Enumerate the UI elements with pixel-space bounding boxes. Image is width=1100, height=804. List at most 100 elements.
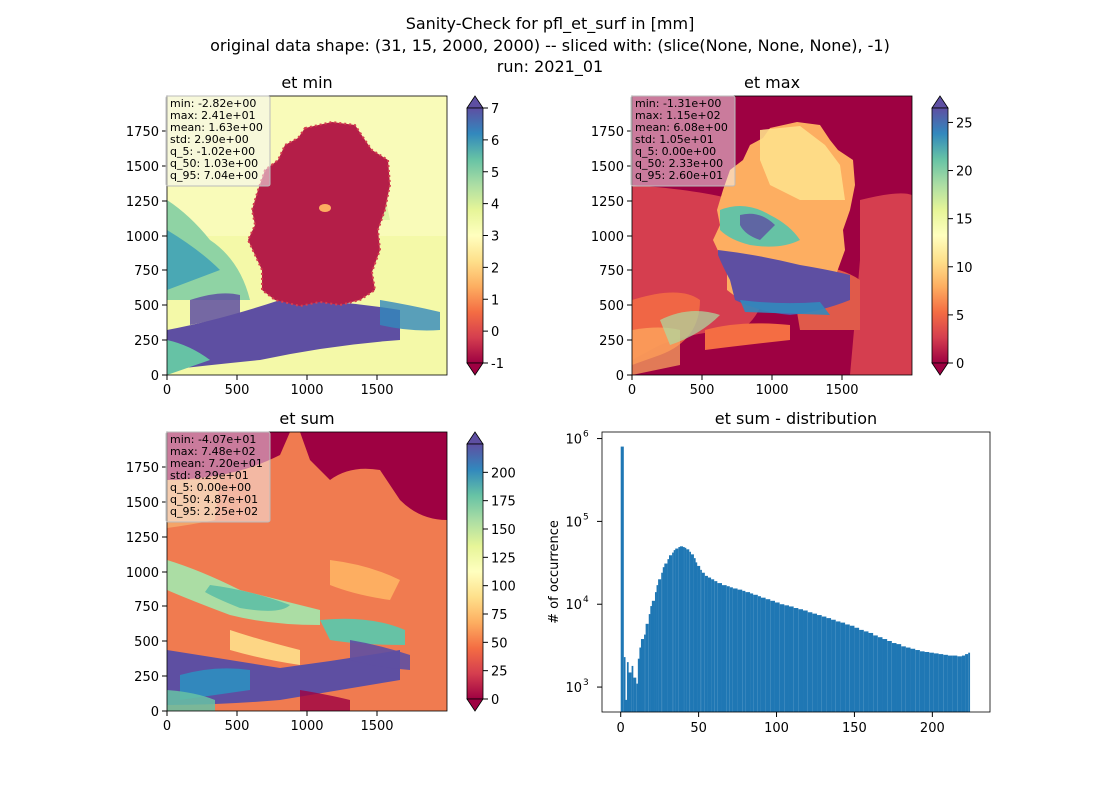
- histogram-bar: [623, 657, 626, 712]
- panel-et-min: et min 0 500 1000 1500 0 250 500 750: [126, 73, 504, 398]
- histogram-bar: [757, 596, 761, 712]
- x-tick-label: 150: [842, 721, 867, 736]
- colorbar-tick-label: 50: [491, 636, 508, 651]
- x-tick-500: 500: [225, 383, 250, 398]
- histogram-bar: [637, 658, 640, 712]
- histogram-bar: [675, 548, 679, 712]
- x-tick-label: 50: [690, 721, 707, 736]
- histogram-bar: [654, 592, 657, 712]
- colorbar-tick-label: 0: [491, 325, 499, 340]
- colorbar-tick-label: 0: [956, 357, 964, 372]
- y-tick-250: 250: [134, 670, 159, 685]
- histogram-bar: [952, 655, 958, 712]
- colorbar-tick-label: 15: [956, 213, 973, 228]
- colorbar-tick-label: 25: [491, 665, 508, 680]
- histogram-bar: [947, 655, 953, 712]
- histogram-bar: [644, 634, 646, 712]
- histogram-bar: [673, 550, 676, 712]
- stats-box: min: -4.07e+01 max: 7.48e+02 mean: 7.20e…: [165, 431, 271, 523]
- heatmap-image: [167, 96, 447, 375]
- histogram-bar: [658, 579, 662, 712]
- colorbar-tick-label: 125: [491, 551, 516, 566]
- y-tick-exponent: 6: [583, 430, 589, 440]
- stat-line: max: 7.48e+02: [170, 445, 256, 458]
- histogram-bar: [882, 639, 888, 712]
- panel-et-max: et max 0 500 1000 1500 0 250: [591, 73, 973, 398]
- histogram-bar: [672, 552, 674, 712]
- colorbar-ticks: 0 5 10 15 20 25: [948, 116, 973, 372]
- x-tick-500: 500: [225, 719, 250, 734]
- y-tick-0: 0: [151, 705, 159, 720]
- histogram-bar: [704, 575, 708, 712]
- stat-line: mean: 6.08e+00: [635, 121, 728, 134]
- histogram-bar: [721, 585, 727, 712]
- histogram-bar: [628, 672, 632, 712]
- histogram-bar: [901, 646, 906, 712]
- histogram-bar: [684, 547, 687, 712]
- stat-line: q_95: 7.04e+00: [170, 169, 258, 182]
- histogram-bar: [689, 551, 691, 712]
- histogram-bar: [664, 563, 668, 712]
- stat-line: std: 8.29e+01: [170, 469, 249, 482]
- x-axis: 0 500 1000 1500: [163, 375, 394, 398]
- plot-frame: [601, 431, 991, 713]
- panel-et-sum: et sum 0 500 1000 1500 0 250 5: [126, 409, 516, 734]
- x-tick-1000: 1000: [290, 383, 323, 398]
- histogram-bar: [957, 656, 962, 712]
- histogram-bar: [661, 572, 663, 712]
- histogram-bar: [929, 652, 934, 712]
- y-tick-1750: 1750: [126, 125, 159, 140]
- histogram-bar: [924, 652, 930, 712]
- histogram-bar: [690, 554, 694, 712]
- y-tick-label: 10: [565, 598, 582, 613]
- x-tick-label: 0: [617, 721, 625, 736]
- y-axis-label: # of occurrence: [547, 520, 562, 624]
- x-tick-1000: 1000: [755, 383, 788, 398]
- histogram-bar: [737, 589, 743, 712]
- x-axis: 0 50 100 150 200: [617, 712, 945, 736]
- x-tick-500: 500: [690, 383, 715, 398]
- histogram-bar: [854, 627, 860, 712]
- histogram-bar: [965, 654, 969, 712]
- histogram-bar: [849, 625, 855, 712]
- colorbar-tick-label: 150: [491, 523, 516, 538]
- histogram-bar: [667, 559, 670, 712]
- y-tick-1500: 1500: [126, 496, 159, 511]
- histogram-bar: [707, 577, 712, 712]
- histogram-bar: [711, 579, 715, 712]
- panel-title: et sum: [279, 409, 334, 428]
- histogram-bar: [803, 610, 808, 712]
- stat-line: q_95: 2.60e+01: [635, 169, 723, 182]
- histogram-bar: [905, 647, 911, 712]
- histogram-bar: [625, 699, 628, 712]
- x-axis: 0 500 1000 1500: [163, 711, 394, 734]
- colorbar-tick-label: 4: [491, 198, 499, 213]
- y-tick-1000: 1000: [591, 230, 624, 245]
- x-tick-0: 0: [163, 719, 171, 734]
- histogram-bar: [631, 665, 634, 712]
- histogram-bar: [826, 618, 832, 712]
- y-tick-exponent: 5: [583, 512, 589, 522]
- histogram-bar: [753, 594, 758, 712]
- histogram-bar: [891, 643, 897, 712]
- y-tick-1750: 1750: [591, 125, 624, 140]
- histogram-bar: [726, 586, 730, 712]
- stat-line: min: -4.07e+01: [170, 433, 256, 446]
- histogram-bar: [662, 567, 665, 712]
- histogram-bar: [678, 547, 681, 712]
- histogram-bar: [938, 654, 944, 712]
- histogram-bar: [729, 587, 733, 712]
- stat-line: min: -2.82e+00: [170, 97, 256, 110]
- y-tick-1250: 1250: [126, 195, 159, 210]
- histogram-bar: [648, 614, 651, 712]
- histogram-bar: [919, 651, 925, 712]
- colorbar-ticks: -1 0 1 2 3 4 5 6 7: [483, 102, 504, 372]
- colorbar-tick-label: 2: [491, 261, 499, 276]
- histogram-bar: [779, 604, 785, 712]
- stats-box: min: -1.31e+00 max: 1.15e+02 mean: 6.08e…: [630, 95, 736, 187]
- y-tick-1500: 1500: [591, 160, 624, 175]
- x-axis: 0 500 1000 1500: [628, 375, 859, 398]
- y-tick-1250: 1250: [126, 531, 159, 546]
- stat-line: min: -1.31e+00: [635, 97, 721, 110]
